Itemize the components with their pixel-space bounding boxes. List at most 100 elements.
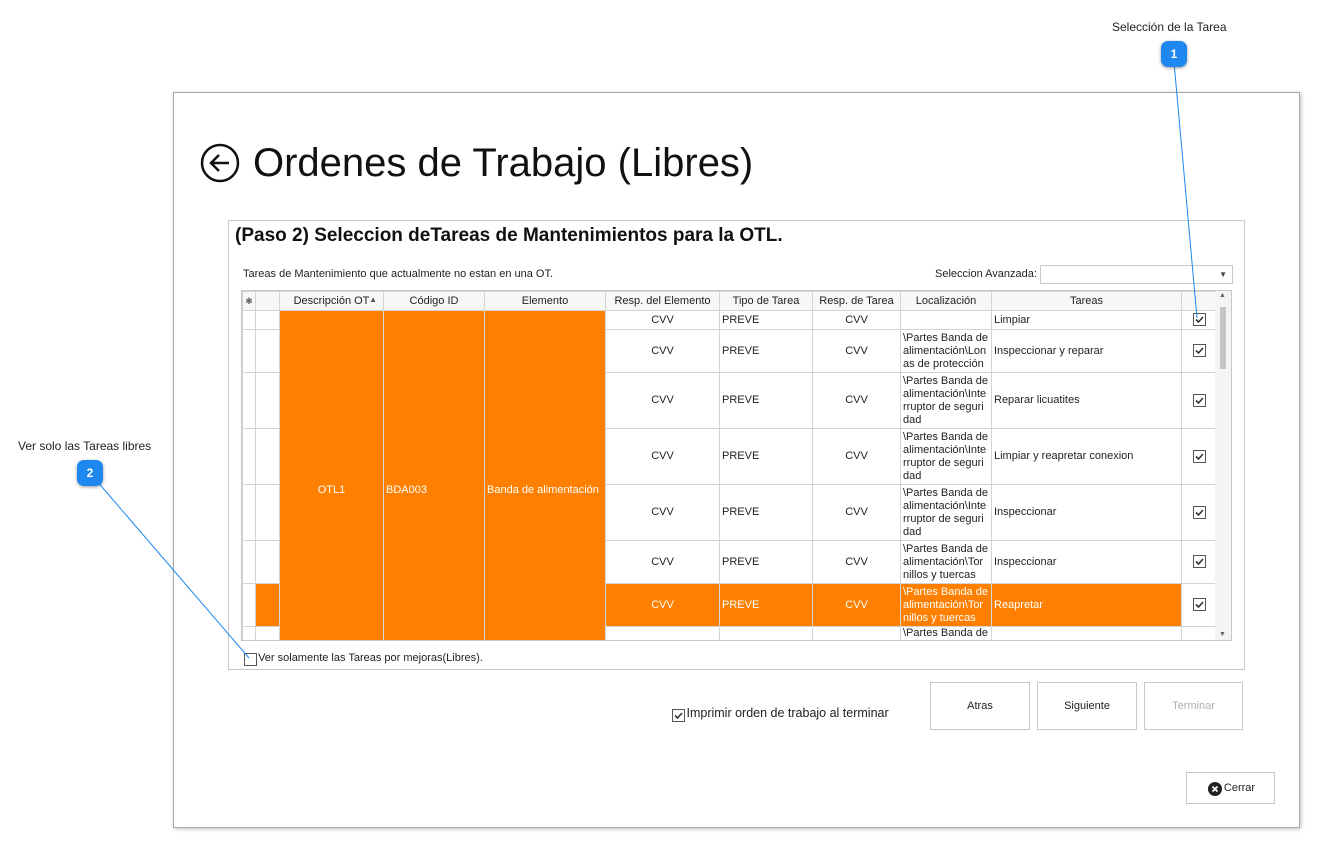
column-header: Tareas: [991, 291, 1182, 311]
only-free-label: Ver solamente las Tareas por mejoras(Lib…: [258, 652, 483, 664]
grid-cell: [900, 310, 992, 330]
grid-row: OTL1 BDA003 Banda de alimentación CVV PREVE C…: [242, 310, 1217, 640]
grid-cell: CVV: [605, 428, 720, 485]
check-cell[interactable]: [1181, 428, 1217, 485]
advanced-combo[interactable]: ▼: [1040, 265, 1233, 284]
callout-label: Ver solo las Tareas libres: [18, 439, 152, 453]
header-cell: ✱: [242, 291, 256, 311]
header-cell: [255, 291, 280, 311]
row-indicator: [255, 484, 280, 541]
column-header: Tipo de Tarea: [719, 291, 813, 311]
grid-row: CVV PREVE CVV \Partes Banda de alimentación…: [242, 540, 1217, 584]
grid-cell: Limpiar: [991, 310, 1182, 330]
grid-cell: PREVE: [719, 372, 813, 429]
check-cell[interactable]: [1181, 484, 1217, 541]
grid-cell: CVV: [812, 540, 901, 584]
grid-cell: [605, 626, 720, 640]
grid-cell: [991, 626, 1182, 640]
grid-cell: [812, 626, 901, 640]
check-cell[interactable]: [1181, 540, 1217, 584]
grid-cell: Inspeccionar: [991, 484, 1182, 541]
grid-cell: PREVE: [719, 484, 813, 541]
row-cell: [242, 484, 256, 541]
column-header: Resp. del Elemento: [605, 291, 720, 311]
row-indicator: [255, 626, 280, 640]
group-cell: Banda de alimentación: [484, 310, 606, 640]
header-row: ✱ Descripción OT ▲ Código ID Elemento Resp. d…: [242, 291, 1217, 311]
grid-cell: \Partes Banda de alimentación\Tornillos …: [900, 540, 992, 584]
print-label: Imprimir orden de trabajo al terminar: [686, 706, 889, 720]
grid-cell: Inspeccionar: [991, 540, 1182, 584]
grid-cell: CVV: [605, 372, 720, 429]
only-free-option[interactable]: Ver solamente las Tareas por mejoras(Lib…: [244, 652, 483, 666]
row-indicator: [255, 428, 280, 485]
grid-cell: PREVE: [719, 428, 813, 485]
grid-cell: \Partes Banda de: [900, 626, 992, 640]
scrollbar[interactable]: ▲ ▼: [1215, 291, 1231, 640]
step-description: Tareas de Mantenimiento que actualmente …: [243, 268, 554, 280]
close-button[interactable]: Cerrar: [1186, 772, 1275, 804]
back-icon[interactable]: [200, 143, 242, 185]
check-cell[interactable]: [1181, 372, 1217, 429]
row-cell: [242, 626, 256, 640]
grid-table: ✱ Descripción OT ▲ Código ID Elemento Resp. d…: [242, 291, 1217, 640]
grid-cell: \Partes Banda de alimentación\Interrupto…: [900, 484, 992, 541]
step-panel: [228, 220, 1245, 670]
row-indicator: [255, 540, 280, 584]
grid-cell: CVV: [812, 310, 901, 330]
grid-cell: CVV: [812, 372, 901, 429]
row-indicator: [255, 583, 280, 627]
row-indicator: [255, 329, 280, 373]
callout-badge: 2: [77, 460, 103, 486]
grid-cell: \Partes Banda de alimentación\Tornillos …: [900, 583, 992, 627]
next-button[interactable]: Siguiente: [1037, 682, 1137, 730]
row-indicator: [255, 310, 280, 330]
grid-cell: CVV: [605, 583, 720, 627]
grid-cell: PREVE: [719, 310, 813, 330]
grid-cell: PREVE: [719, 329, 813, 373]
window-title: Ordenes de Trabajo (Libres): [253, 141, 754, 185]
grid-cell: \Partes Banda de alimentación\Interrupto…: [900, 428, 992, 485]
row-cell: [242, 428, 256, 485]
grid-cell: CVV: [812, 329, 901, 373]
grid-cell: Reapretar: [991, 583, 1182, 627]
grid-cell: CVV: [605, 329, 720, 373]
row-cell: [242, 372, 256, 429]
grid-cell: \Partes Banda de alimentación\Lonas de p…: [900, 329, 992, 373]
print-option[interactable]: Imprimir orden de trabajo al terminar: [672, 706, 889, 723]
grid-cell: CVV: [812, 583, 901, 627]
grid-cell: PREVE: [719, 540, 813, 584]
grid-row: CVV PREVE CVV \Partes Banda de alimentación…: [242, 329, 1217, 373]
column-header: Descripción OT ▲: [279, 291, 384, 311]
column-header: Código ID: [383, 291, 485, 311]
grid-cell: Inspeccionar y reparar: [991, 329, 1182, 373]
group-cell: OTL1: [279, 310, 384, 640]
check-cell[interactable]: [1181, 583, 1217, 627]
column-header: Resp. de Tarea: [812, 291, 901, 311]
group-cell: BDA003: [383, 310, 485, 640]
check-cell[interactable]: [1181, 329, 1217, 373]
checkbox[interactable]: [672, 708, 685, 723]
row-cell: [242, 310, 256, 330]
grid-cell: CVV: [605, 540, 720, 584]
grid-row: CVV PREVE CVV \Partes Banda de alimentación…: [242, 428, 1217, 485]
grid-row: \Partes Banda de: [242, 626, 1217, 640]
grid-cell: CVV: [605, 310, 720, 330]
callout-badge: 1: [1161, 41, 1187, 67]
back-button[interactable]: Atras: [930, 682, 1030, 730]
advanced-label: Seleccion Avanzada:: [935, 268, 1037, 280]
checkbox[interactable]: [244, 652, 257, 666]
grid-cell: Reparar licuatites: [991, 372, 1182, 429]
check-cell: [1181, 626, 1217, 640]
task-grid: ✱ Descripción OT ▲ Código ID Elemento Resp. d…: [241, 290, 1232, 641]
close-label: Cerrar: [1223, 782, 1256, 794]
close-icon: [1208, 782, 1222, 796]
row-cell: [242, 540, 256, 584]
column-header: Localización: [900, 291, 992, 311]
grid-cell: [719, 626, 813, 640]
step-heading: (Paso 2) Seleccion deTareas de Mantenimi…: [235, 225, 783, 246]
check-cell[interactable]: [1181, 310, 1217, 330]
grid-cell: PREVE: [719, 583, 813, 627]
header-cell: [1181, 291, 1217, 311]
